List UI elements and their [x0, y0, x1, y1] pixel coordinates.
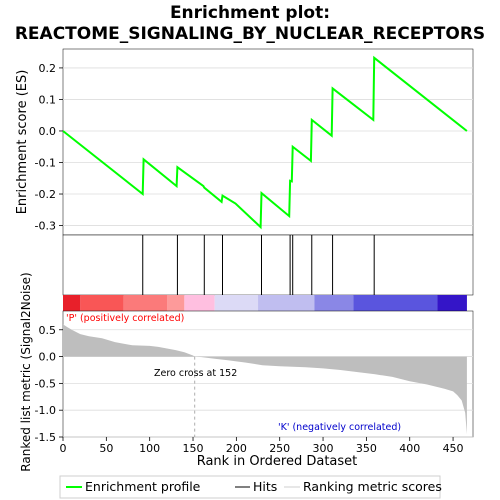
es-tick-label: 0.2 [39, 62, 57, 75]
x-tick-label: 100 [139, 442, 160, 455]
colorbar-segment [167, 295, 185, 311]
metric-tick-label: -1.5 [35, 431, 56, 444]
legend-es-label: Enrichment profile [85, 479, 201, 494]
legend-metric-label: Ranking metric scores [303, 479, 442, 494]
negative-correlated-label: 'K' (negatively correlated) [278, 422, 401, 433]
x-tick-label: 150 [183, 442, 204, 455]
es-y-axis-label: Enrichment score (ES) [15, 70, 30, 215]
x-tick-label: 50 [99, 442, 113, 455]
x-tick-label: 250 [269, 442, 290, 455]
metric-tick-label: 0.5 [39, 324, 57, 337]
colorbar-segment [80, 295, 124, 311]
colorbar-segment [353, 295, 438, 311]
es-panel-frame [62, 48, 474, 236]
es-tick-label: 0.1 [39, 93, 57, 106]
metric-y-ticks: 0.5 0.0 -0.5 -1.0 -1.5 [35, 324, 63, 444]
x-tick-label: 350 [356, 442, 377, 455]
colorbar-segment [214, 295, 259, 311]
chart-title-line1: Enrichment plot: [170, 3, 330, 23]
x-tick-label: 0 [60, 442, 67, 455]
colorbar-segment [63, 295, 81, 311]
colorbar-segment [437, 295, 467, 311]
hits-panel-frame [62, 234, 474, 296]
x-tick-label: 200 [226, 442, 247, 455]
es-curve [62, 55, 468, 230]
positive-correlated-label: 'P' (positively correlated) [66, 313, 184, 324]
colorbar-segment [314, 295, 354, 311]
es-gridlines [63, 67, 473, 226]
colorbar-segment [258, 295, 315, 311]
chart-title-line2: REACTOME_SIGNALING_BY_NUCLEAR_RECEPTORS [15, 24, 485, 44]
zero-cross-label: Zero cross at 152 [154, 368, 237, 379]
es-tick-label: -0.3 [35, 220, 56, 233]
es-tick-label: -0.2 [35, 188, 56, 201]
metric-tick-label: 0.0 [39, 351, 57, 364]
x-tick-label: 450 [443, 442, 464, 455]
metric-tick-label: -1.0 [35, 404, 56, 417]
es-y-ticks: 0.2 0.1 0.0 -0.1 -0.2 -0.3 [35, 62, 63, 233]
metric-y-axis-label: Ranked list metric (Signal2Noise) [19, 272, 33, 471]
es-tick-label: -0.1 [35, 156, 56, 169]
x-tick-label: 300 [313, 442, 334, 455]
colorbar-segment [184, 295, 215, 311]
rank-colorbar [63, 295, 467, 311]
x-axis-ticks: 0 50 100 150 200 250 300 350 400 450 [60, 437, 464, 455]
legend-hits-label: Hits [253, 479, 277, 494]
colorbar-segment [123, 295, 168, 311]
x-tick-label: 400 [399, 442, 420, 455]
es-tick-label: 0.0 [39, 125, 57, 138]
x-axis-label: Rank in Ordered Dataset [197, 454, 358, 469]
hit-markers [142, 235, 375, 295]
metric-area [63, 324, 467, 435]
metric-tick-label: -0.5 [35, 377, 56, 390]
